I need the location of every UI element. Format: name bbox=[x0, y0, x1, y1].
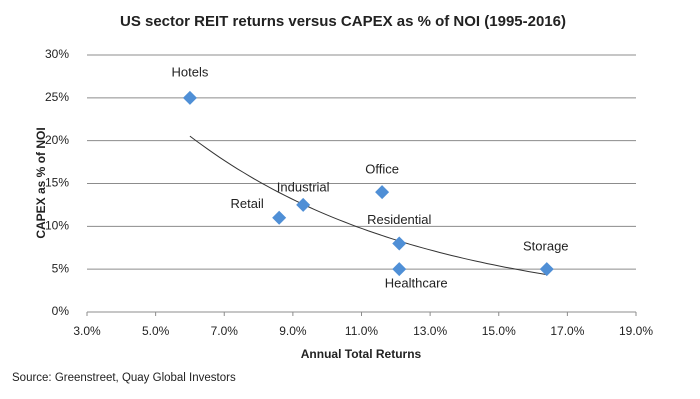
data-point bbox=[392, 262, 407, 277]
x-tick-label: 19.0% bbox=[619, 324, 653, 338]
data-point bbox=[375, 185, 390, 200]
x-tick-label: 5.0% bbox=[142, 324, 170, 338]
x-tick-label: 3.0% bbox=[73, 324, 101, 338]
y-tick-label: 0% bbox=[52, 304, 70, 318]
x-tick-label: 15.0% bbox=[482, 324, 516, 338]
point-label: Healthcare bbox=[385, 276, 448, 291]
y-tick-label: 15% bbox=[45, 176, 69, 190]
x-tick-label: 11.0% bbox=[345, 324, 378, 338]
source-note: Source: Greenstreet, Quay Global Investo… bbox=[12, 372, 236, 384]
point-label: Industrial bbox=[277, 179, 330, 194]
point-label: Retail bbox=[231, 196, 264, 211]
point-label: Office bbox=[365, 162, 399, 177]
y-axis-label: CAPEX as % of NOI bbox=[34, 127, 48, 238]
y-tick-label: 20% bbox=[45, 133, 69, 147]
x-tick-label: 7.0% bbox=[211, 324, 239, 338]
trendline bbox=[189, 135, 547, 276]
y-tick-label: 10% bbox=[45, 219, 69, 233]
data-point bbox=[272, 210, 287, 225]
data-point bbox=[539, 262, 554, 277]
point-label: Hotels bbox=[172, 64, 209, 79]
chart-title: US sector REIT returns versus CAPEX as %… bbox=[120, 13, 566, 30]
x-axis-label: Annual Total Returns bbox=[301, 347, 422, 361]
point-label: Residential bbox=[367, 212, 431, 227]
point-label: Storage bbox=[523, 239, 569, 254]
x-tick-label: 9.0% bbox=[279, 324, 307, 338]
y-tick-label: 30% bbox=[45, 47, 69, 61]
y-tick-label: 25% bbox=[45, 90, 69, 104]
data-point bbox=[182, 90, 197, 105]
y-tick-label: 5% bbox=[52, 261, 70, 275]
x-tick-label: 13.0% bbox=[413, 324, 447, 338]
data-point bbox=[296, 197, 311, 212]
x-tick-label: 17.0% bbox=[550, 324, 584, 338]
data-point bbox=[392, 236, 407, 251]
